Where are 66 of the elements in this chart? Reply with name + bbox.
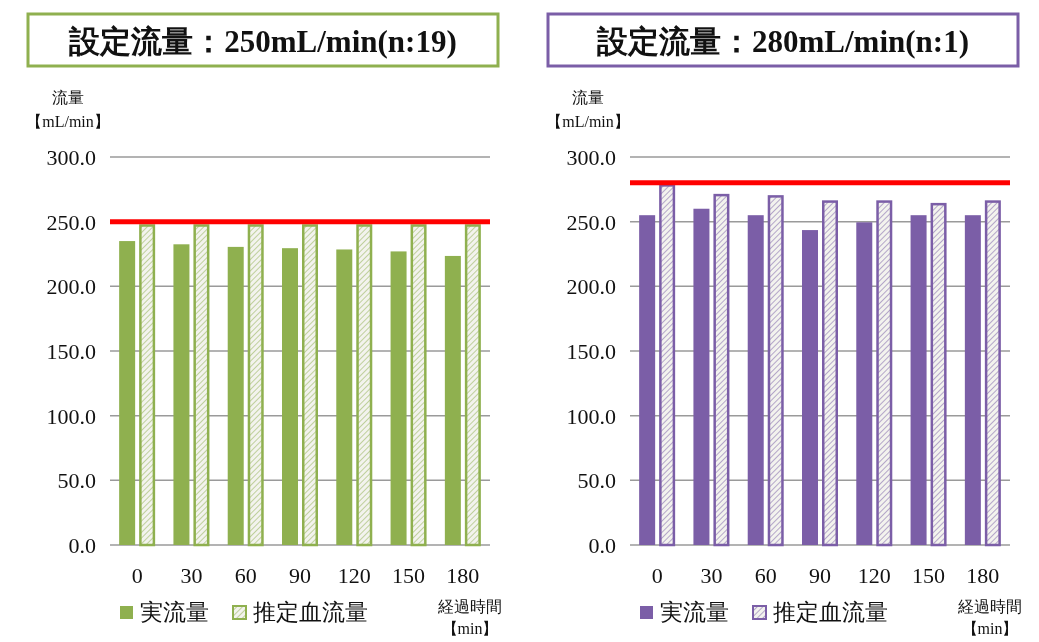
bar xyxy=(984,200,1001,547)
bar xyxy=(390,251,407,545)
y-tick-label: 150.0 xyxy=(566,339,616,364)
bar xyxy=(336,249,353,545)
bar xyxy=(193,224,210,547)
bar xyxy=(910,215,927,545)
x-tick-label: 90 xyxy=(809,563,831,588)
bar xyxy=(767,195,784,547)
x-tick-label: 0 xyxy=(131,563,143,588)
bar xyxy=(444,255,461,545)
bar xyxy=(876,200,893,547)
chart-title: 設定流量：250mL/min(n:19) xyxy=(68,24,457,59)
bar xyxy=(659,184,676,547)
y-tick-label: 0.0 xyxy=(68,533,96,558)
bar xyxy=(282,248,298,545)
bar xyxy=(822,200,838,547)
bar xyxy=(713,193,730,547)
x-tick-label: 150 xyxy=(912,563,946,588)
y-tick-label: 300.0 xyxy=(46,145,96,170)
y-tick-label: 0.0 xyxy=(588,533,616,558)
x-tick-label: 180 xyxy=(966,563,1000,588)
y-tick-label: 100.0 xyxy=(566,403,616,429)
legend-label: 実流量 xyxy=(660,599,729,625)
x-tick-label: 120 xyxy=(857,563,891,588)
bar xyxy=(639,215,656,545)
legend-label: 実流量 xyxy=(140,599,209,625)
y-tick-label: 100.0 xyxy=(46,403,96,429)
y-tick-label: 250.0 xyxy=(566,209,616,235)
x-tick-label: 90 xyxy=(289,563,311,588)
x-tick-label: 180 xyxy=(446,563,480,588)
y-tick-label: 50.0 xyxy=(577,468,616,494)
x-tick-label: 60 xyxy=(234,563,257,588)
y-axis-title: 流量【mL/min】 xyxy=(546,89,630,130)
bar xyxy=(464,224,481,547)
x-axis-title: 経過時間【min】 xyxy=(957,598,1022,637)
bar xyxy=(410,224,427,547)
bar xyxy=(173,244,190,545)
bar xyxy=(139,224,156,547)
x-tick-label: 30 xyxy=(180,563,203,588)
x-tick-label: 150 xyxy=(392,563,426,588)
bar xyxy=(119,241,136,545)
x-tick-label: 0 xyxy=(651,563,663,588)
y-tick-label: 200.0 xyxy=(46,274,96,300)
y-tick-label: 150.0 xyxy=(46,339,96,364)
x-tick-label: 30 xyxy=(700,563,723,588)
bar xyxy=(747,215,764,545)
bar xyxy=(930,202,947,547)
x-tick-label: 60 xyxy=(754,563,777,588)
bar xyxy=(856,222,873,545)
bar xyxy=(693,208,710,545)
bar xyxy=(247,224,264,547)
y-axis-title: 流量【mL/min】 xyxy=(26,89,110,130)
y-tick-label: 200.0 xyxy=(566,274,616,300)
bar xyxy=(302,224,318,547)
bar xyxy=(964,215,981,545)
y-tick-label: 250.0 xyxy=(46,209,96,235)
legend-label: 推定血流量 xyxy=(773,599,888,625)
y-tick-label: 50.0 xyxy=(57,468,96,494)
y-tick-label: 300.0 xyxy=(566,145,616,170)
x-tick-label: 120 xyxy=(337,563,371,588)
bar xyxy=(802,230,818,545)
bar xyxy=(227,246,244,545)
legend-label: 推定血流量 xyxy=(253,599,368,625)
x-axis-title: 経過時間【min】 xyxy=(437,598,502,637)
bar xyxy=(356,224,373,547)
chart-title: 設定流量：280mL/min(n:1) xyxy=(596,24,969,59)
